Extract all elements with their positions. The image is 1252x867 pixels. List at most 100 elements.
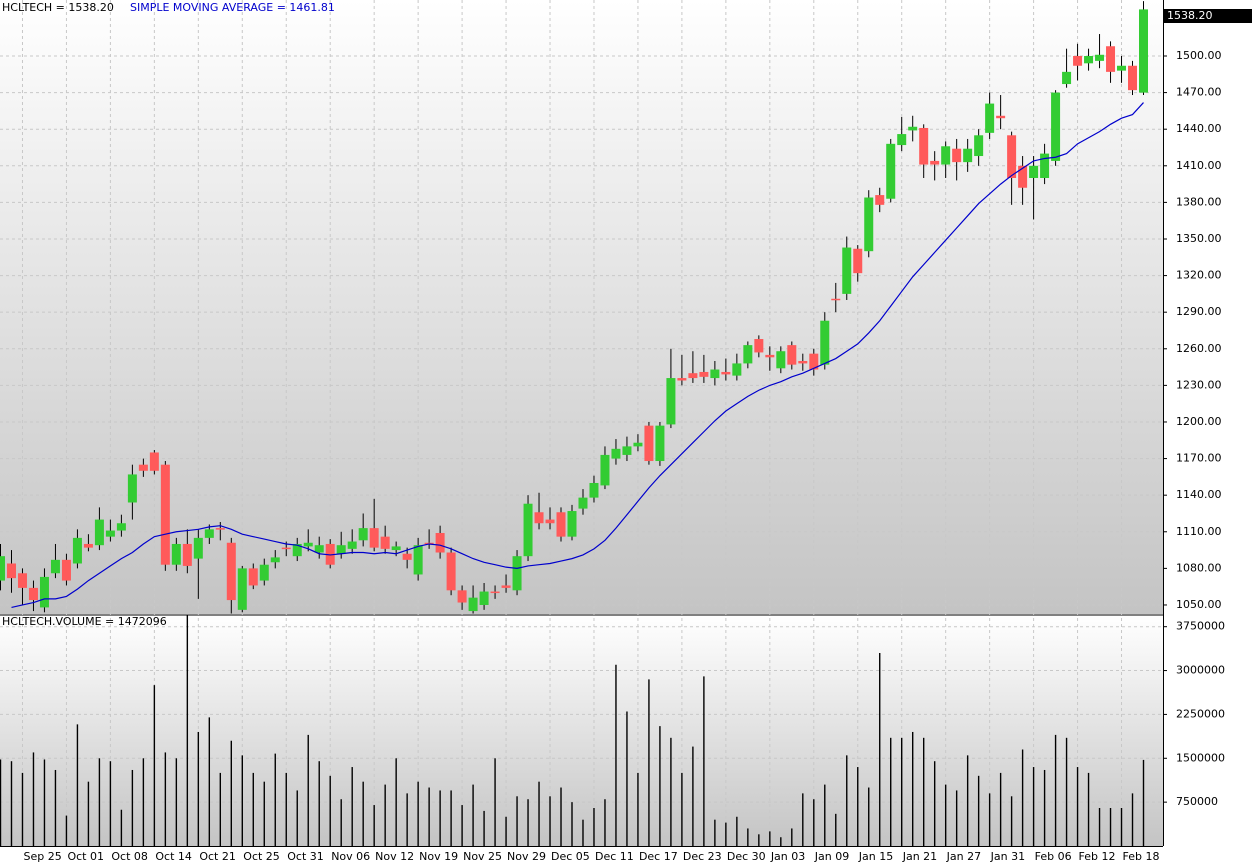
candle-body xyxy=(39,576,49,608)
candle-body xyxy=(182,543,192,566)
x-tick-label: Nov 25 xyxy=(463,850,502,863)
candle-body xyxy=(688,373,698,379)
candle-body xyxy=(490,591,500,594)
candle-body xyxy=(534,512,544,524)
candle-body xyxy=(72,537,82,564)
candle-body xyxy=(1095,54,1105,61)
x-tick-label: Feb 18 xyxy=(1123,850,1160,863)
x-tick-label: Oct 31 xyxy=(287,850,324,863)
date-axis-area xyxy=(0,846,1163,867)
candle-body xyxy=(941,146,951,165)
candle-body xyxy=(50,559,60,574)
price-panel xyxy=(0,0,1163,614)
candle-body xyxy=(259,564,269,581)
x-tick-label: Dec 23 xyxy=(683,850,722,863)
candle-body xyxy=(1007,135,1017,178)
candle-body xyxy=(787,345,797,365)
candle-body xyxy=(1051,92,1061,161)
candle-body xyxy=(17,573,27,588)
y-tick-label: 1500.00 xyxy=(1176,49,1222,62)
candle-body xyxy=(677,378,687,381)
axis-area xyxy=(1163,0,1252,867)
x-tick-label: Feb 06 xyxy=(1035,850,1072,863)
volume-panel xyxy=(0,616,1163,846)
y-tick-label: 1230.00 xyxy=(1176,378,1222,391)
x-tick-label: Nov 29 xyxy=(507,850,546,863)
x-tick-label: Oct 01 xyxy=(67,850,104,863)
candle-body xyxy=(831,298,841,301)
candle-body xyxy=(996,115,1006,119)
candle-body xyxy=(864,197,874,252)
y-tick-label: 1170.00 xyxy=(1176,452,1222,465)
y-tick-label: 1140.00 xyxy=(1176,488,1222,501)
candle-body xyxy=(226,542,236,601)
y-tick-label: 2250000 xyxy=(1176,707,1225,720)
candle-body xyxy=(204,529,214,538)
y-tick-label: 1200.00 xyxy=(1176,415,1222,428)
candle-body xyxy=(754,339,764,353)
candle-body xyxy=(644,425,654,462)
y-tick-label: 1470.00 xyxy=(1176,86,1222,99)
y-tick-label: 1380.00 xyxy=(1176,195,1222,208)
candle-body xyxy=(281,547,291,550)
x-tick-label: Dec 11 xyxy=(595,850,634,863)
candle-body xyxy=(589,482,599,498)
candle-body xyxy=(1117,65,1127,71)
candle-body xyxy=(336,545,346,554)
candle-body xyxy=(402,553,412,560)
candle-body xyxy=(721,371,731,375)
candle-body xyxy=(600,454,610,486)
candle-body xyxy=(138,464,148,471)
y-tick-label: 1290.00 xyxy=(1176,305,1222,318)
x-tick-label: Oct 08 xyxy=(111,850,148,863)
candle-body xyxy=(347,541,357,549)
candle-body xyxy=(842,247,852,294)
candle-body xyxy=(963,148,973,163)
candle-body xyxy=(732,363,742,376)
candle-body xyxy=(666,378,676,425)
last-price-label: 1538.20 xyxy=(1167,9,1213,22)
x-tick-label: Oct 21 xyxy=(199,850,236,863)
x-tick-label: Jan 15 xyxy=(858,850,893,863)
candle-body xyxy=(501,585,511,588)
candle-body xyxy=(1139,9,1148,93)
y-tick-label: 1050.00 xyxy=(1176,598,1222,611)
x-tick-label: Nov 06 xyxy=(331,850,370,863)
candle-body xyxy=(292,543,302,557)
candle-body xyxy=(468,597,478,612)
candle-body xyxy=(391,546,401,551)
candle-body xyxy=(699,371,709,377)
candle-body xyxy=(314,545,324,553)
candle-body xyxy=(435,532,445,553)
candle-body xyxy=(193,537,203,559)
x-tick-label: Dec 17 xyxy=(639,850,678,863)
x-tick-label: Jan 03 xyxy=(770,850,805,863)
x-tick-label: Nov 12 xyxy=(375,850,414,863)
x-tick-label: Jan 21 xyxy=(902,850,937,863)
candle-body xyxy=(930,160,940,165)
candle-body xyxy=(776,351,786,369)
x-tick-label: Feb 12 xyxy=(1079,850,1116,863)
candle-body xyxy=(358,528,368,541)
candle-body xyxy=(974,135,984,157)
candle-body xyxy=(248,568,258,586)
y-tick-label: 3750000 xyxy=(1176,620,1225,633)
candle-body xyxy=(1062,71,1072,85)
candle-body xyxy=(743,345,753,364)
candle-body xyxy=(171,543,181,565)
candle-body xyxy=(413,545,423,575)
y-tick-label: 1440.00 xyxy=(1176,122,1222,135)
candle-body xyxy=(523,503,533,557)
candle-body xyxy=(622,446,632,455)
x-tick-label: Sep 25 xyxy=(23,850,61,863)
candle-body xyxy=(1106,46,1116,72)
candle-body xyxy=(380,536,390,549)
candle-body xyxy=(127,474,137,503)
candle-body xyxy=(765,354,775,358)
candle-body xyxy=(457,590,467,603)
candle-body xyxy=(116,523,126,531)
candle-body xyxy=(952,148,962,163)
candle-body xyxy=(556,512,566,537)
x-tick-label: Nov 19 xyxy=(419,850,458,863)
last-price-badge xyxy=(1164,9,1252,23)
